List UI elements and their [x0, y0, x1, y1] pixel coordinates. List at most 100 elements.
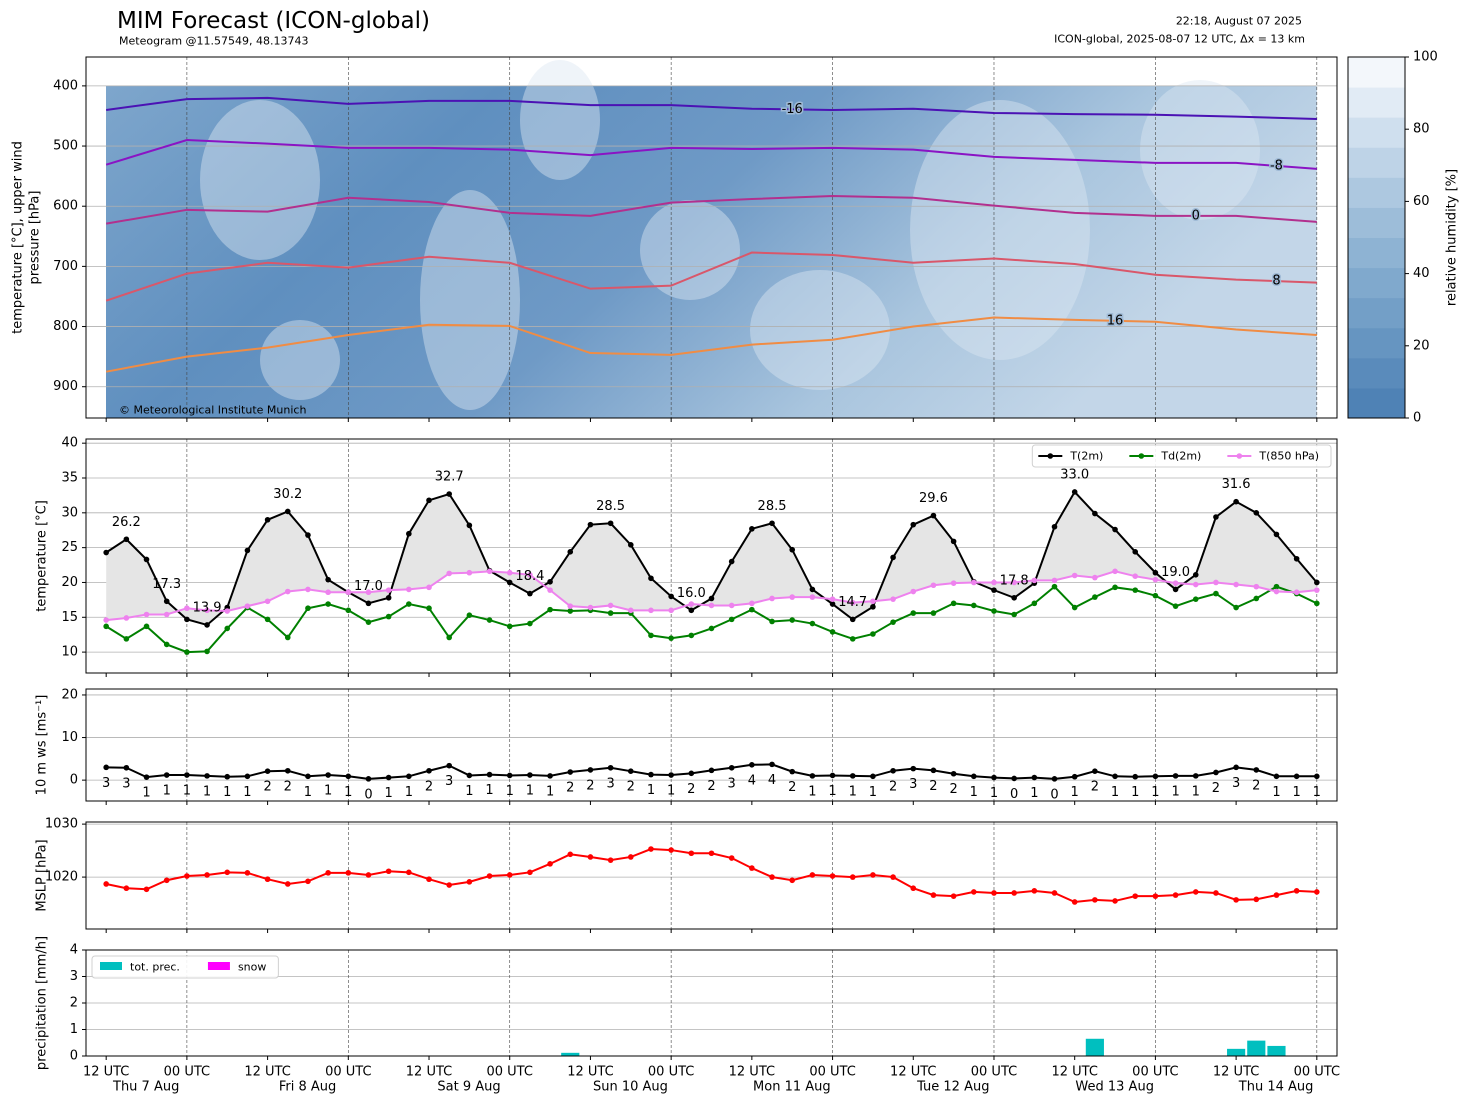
x-tick-label: 12 UTC — [890, 1065, 936, 1080]
data-point — [284, 588, 291, 595]
data-label: 1 — [1131, 785, 1139, 800]
data-point — [1051, 776, 1058, 782]
y-tick-label: 600 — [53, 199, 78, 214]
data-label: 1 — [223, 785, 231, 800]
data-point — [365, 872, 372, 878]
data-point — [1253, 510, 1260, 516]
data-point — [1031, 888, 1038, 894]
legend-label: tot. prec. — [130, 961, 180, 974]
contour-label: 16 — [1107, 313, 1124, 328]
data-point — [1031, 600, 1038, 607]
extreme-label: 26.2 — [112, 515, 141, 530]
legend-swatch — [100, 962, 122, 970]
data-point — [950, 580, 957, 586]
data-label: 4 — [768, 773, 776, 788]
data-label: 1 — [1192, 784, 1200, 799]
legend-swatch — [1047, 453, 1054, 459]
data-point — [547, 606, 553, 613]
data-point — [708, 602, 715, 609]
data-label: 2 — [788, 780, 796, 795]
data-point — [849, 874, 856, 880]
data-label: 2 — [263, 780, 271, 795]
data-point — [123, 764, 130, 771]
data-point — [163, 641, 170, 648]
data-point — [204, 648, 210, 655]
data-point — [1152, 592, 1159, 599]
data-point — [728, 764, 735, 771]
data-point — [184, 649, 190, 655]
data-point — [870, 872, 876, 878]
y-axis-label: 10 m ws [ms⁻¹] — [35, 695, 50, 796]
data-point — [426, 876, 432, 883]
plot-frame — [85, 438, 1338, 674]
data-point — [648, 632, 654, 639]
data-point — [769, 595, 775, 602]
data-point — [1213, 590, 1219, 597]
colorbar-tick-label: 60 — [1413, 194, 1430, 209]
y-axis-label: MSLP [hPa] — [35, 839, 50, 911]
data-point — [1132, 893, 1139, 899]
data-point — [1314, 773, 1320, 780]
data-point — [991, 579, 997, 586]
data-point — [789, 877, 796, 884]
y-tick-label: 10 — [61, 730, 78, 745]
legend-swatch — [1236, 453, 1243, 459]
data-point — [567, 603, 574, 609]
y-tick-label: 1 — [70, 1022, 78, 1037]
data-point — [1112, 584, 1118, 591]
data-point — [910, 610, 917, 616]
data-point — [910, 765, 917, 772]
data-label: 1 — [506, 784, 514, 799]
data-point — [204, 773, 210, 779]
data-point — [305, 878, 311, 885]
data-point — [930, 767, 937, 774]
data-point — [1132, 549, 1139, 555]
data-point — [627, 607, 634, 614]
data-point — [264, 768, 271, 774]
colorbar-band — [1348, 207, 1405, 238]
data-point — [870, 631, 876, 637]
legend-label: T(2m) — [1069, 450, 1103, 463]
data-point — [1092, 594, 1098, 600]
colorbar-tick-label: 0 — [1413, 411, 1421, 426]
data-point — [1071, 572, 1078, 579]
data-point — [1273, 773, 1280, 780]
humidity-shading — [106, 86, 1317, 418]
data-label: 1 — [465, 784, 473, 799]
legend-swatch — [207, 962, 230, 970]
data-point — [587, 521, 594, 528]
data-point — [1051, 890, 1058, 896]
contour-label: -8 — [1270, 158, 1283, 173]
data-point — [1092, 574, 1098, 581]
x-tick-label: 12 UTC — [406, 1065, 452, 1080]
data-point — [406, 869, 412, 876]
data-point — [305, 532, 311, 538]
data-point — [1314, 889, 1320, 895]
data-point — [708, 850, 715, 857]
data-point — [668, 772, 674, 778]
data-point — [971, 602, 977, 609]
data-point — [1213, 579, 1219, 586]
data-point — [103, 549, 109, 556]
data-label: 1 — [546, 784, 554, 799]
model-info: ICON-global, 2025-08-07 12 UTC, Δx = 13 … — [1054, 33, 1305, 46]
data-point — [769, 874, 775, 880]
data-label: 2 — [949, 782, 957, 797]
data-point — [506, 579, 513, 586]
data-point — [587, 854, 594, 860]
data-point — [224, 773, 231, 780]
data-point — [1092, 768, 1098, 774]
data-point — [325, 772, 331, 778]
colorbar-tick-label: 100 — [1413, 50, 1438, 65]
data-point — [971, 579, 977, 586]
data-point — [284, 508, 291, 515]
data-point — [1314, 587, 1320, 593]
data-point — [486, 617, 493, 623]
colorbar-band — [1348, 327, 1405, 359]
data-label: 2 — [566, 781, 574, 796]
extreme-label: 16.0 — [677, 586, 706, 601]
data-point — [1011, 579, 1017, 586]
data-point — [688, 601, 695, 607]
